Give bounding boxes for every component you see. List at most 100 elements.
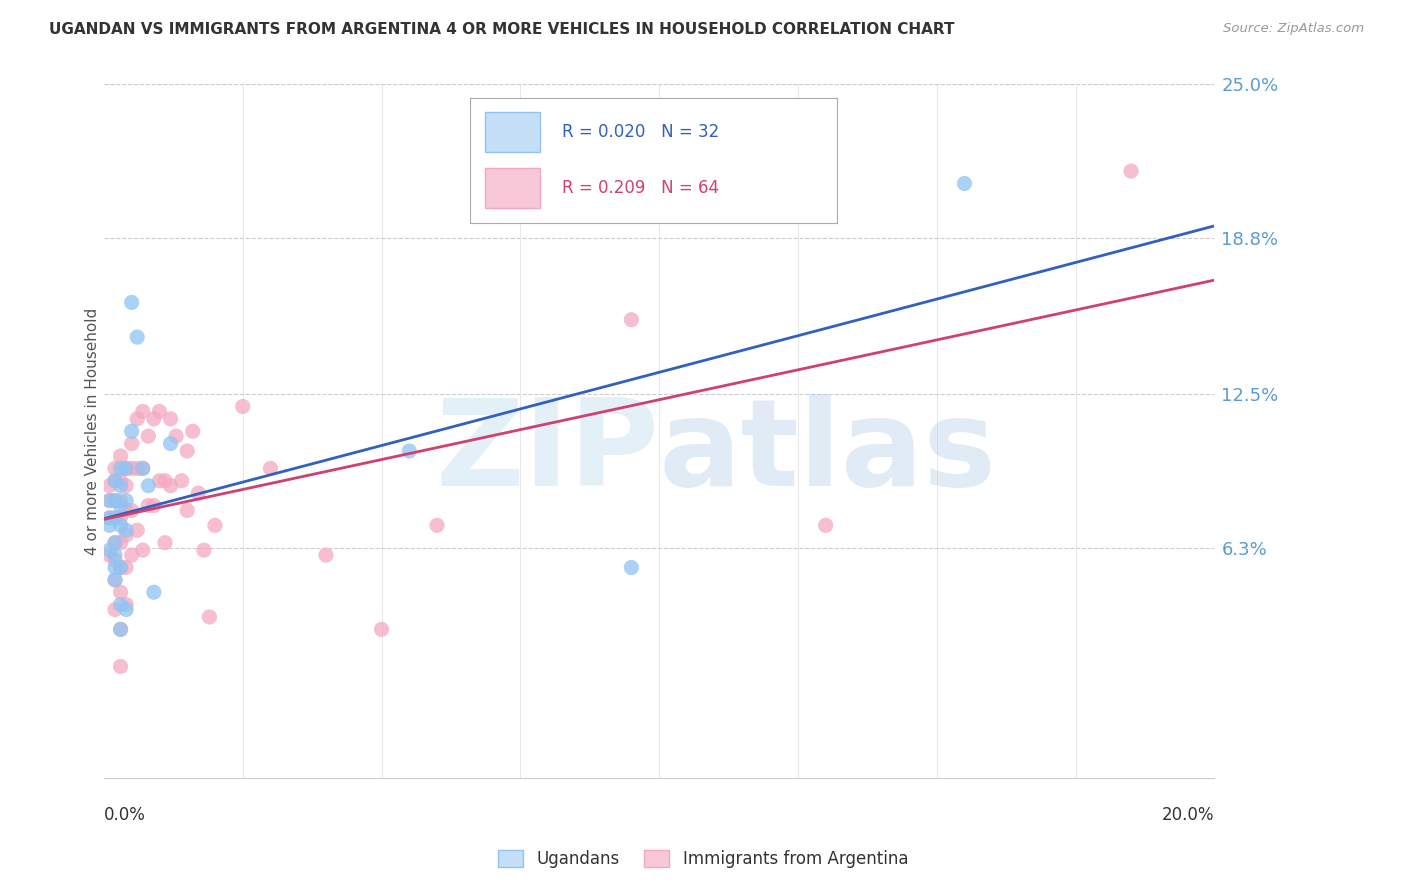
- Legend: Ugandans, Immigrants from Argentina: Ugandans, Immigrants from Argentina: [491, 843, 915, 875]
- Point: [136, 429, 159, 443]
- Point: [136, 499, 159, 513]
- Point: [104, 573, 127, 587]
- Point: [259, 461, 281, 475]
- Point: [165, 429, 187, 443]
- Point: [110, 659, 132, 673]
- Point: [814, 518, 837, 533]
- Point: [110, 518, 132, 533]
- Point: [115, 493, 138, 508]
- Point: [115, 528, 138, 542]
- Point: [110, 499, 132, 513]
- Text: 0.0%: 0.0%: [104, 805, 146, 823]
- Point: [198, 610, 221, 624]
- Point: [159, 436, 181, 450]
- Point: [110, 535, 132, 549]
- Point: [110, 493, 132, 508]
- Point: [104, 511, 127, 525]
- Point: [115, 598, 138, 612]
- Y-axis label: 4 or more Vehicles in Household: 4 or more Vehicles in Household: [86, 308, 100, 555]
- Text: 20.0%: 20.0%: [1161, 805, 1215, 823]
- Point: [132, 543, 155, 558]
- Point: [115, 602, 138, 616]
- Point: [398, 444, 420, 458]
- Point: [232, 400, 254, 414]
- Point: [176, 444, 198, 458]
- Point: [104, 461, 127, 475]
- Point: [110, 623, 132, 637]
- Point: [426, 518, 449, 533]
- Point: [98, 548, 121, 562]
- Point: [104, 511, 127, 525]
- Point: [104, 474, 127, 488]
- Text: Source: ZipAtlas.com: Source: ZipAtlas.com: [1223, 22, 1364, 36]
- Point: [104, 535, 127, 549]
- Point: [121, 436, 143, 450]
- Point: [98, 493, 121, 508]
- Point: [104, 602, 127, 616]
- Point: [153, 535, 176, 549]
- Point: [98, 479, 121, 493]
- Point: [953, 177, 976, 191]
- Point: [142, 412, 165, 426]
- Point: [127, 461, 149, 475]
- Point: [104, 573, 127, 587]
- Point: [187, 486, 209, 500]
- Point: [176, 503, 198, 517]
- Point: [115, 503, 138, 517]
- Point: [104, 474, 127, 488]
- Point: [315, 548, 337, 562]
- Point: [104, 553, 127, 567]
- Point: [121, 295, 143, 310]
- Point: [104, 493, 127, 508]
- Point: [132, 461, 155, 475]
- Point: [193, 543, 215, 558]
- Point: [1119, 164, 1142, 178]
- Point: [121, 424, 143, 438]
- Point: [110, 623, 132, 637]
- Point: [148, 404, 170, 418]
- Point: [110, 560, 132, 574]
- Point: [115, 524, 138, 538]
- Point: [110, 560, 132, 574]
- Point: [98, 493, 121, 508]
- Point: [115, 560, 138, 574]
- Point: [127, 412, 149, 426]
- Point: [98, 511, 121, 525]
- Point: [115, 461, 138, 475]
- Point: [170, 474, 193, 488]
- Point: [104, 535, 127, 549]
- Point: [110, 598, 132, 612]
- Point: [121, 461, 143, 475]
- Point: [110, 474, 132, 488]
- Point: [370, 623, 392, 637]
- Point: [181, 424, 204, 438]
- Point: [127, 524, 149, 538]
- Point: [121, 548, 143, 562]
- Point: [104, 493, 127, 508]
- Text: UGANDAN VS IMMIGRANTS FROM ARGENTINA 4 OR MORE VEHICLES IN HOUSEHOLD CORRELATION: UGANDAN VS IMMIGRANTS FROM ARGENTINA 4 O…: [49, 22, 955, 37]
- Point: [142, 499, 165, 513]
- Point: [204, 518, 226, 533]
- Point: [132, 404, 155, 418]
- Point: [132, 461, 155, 475]
- Point: [110, 449, 132, 463]
- Point: [159, 412, 181, 426]
- Point: [104, 560, 127, 574]
- Point: [98, 511, 121, 525]
- Point: [159, 479, 181, 493]
- Point: [110, 585, 132, 599]
- Point: [148, 474, 170, 488]
- Point: [98, 518, 121, 533]
- Point: [110, 461, 132, 475]
- Point: [115, 461, 138, 475]
- Text: atlas: atlas: [659, 393, 997, 510]
- Point: [620, 560, 643, 574]
- Point: [110, 511, 132, 525]
- Point: [153, 474, 176, 488]
- Point: [110, 479, 132, 493]
- Point: [115, 479, 138, 493]
- Point: [142, 585, 165, 599]
- Point: [98, 543, 121, 558]
- Point: [620, 312, 643, 326]
- Point: [136, 479, 159, 493]
